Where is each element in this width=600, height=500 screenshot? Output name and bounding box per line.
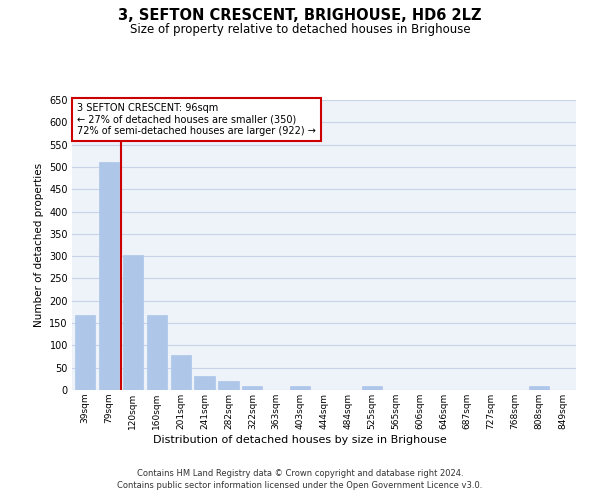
Bar bbox=[123, 256, 143, 390]
Bar bbox=[75, 315, 95, 390]
Bar bbox=[362, 386, 382, 390]
Bar bbox=[218, 381, 239, 390]
Text: 3, SEFTON CRESCENT, BRIGHOUSE, HD6 2LZ: 3, SEFTON CRESCENT, BRIGHOUSE, HD6 2LZ bbox=[118, 8, 482, 22]
Text: Distribution of detached houses by size in Brighouse: Distribution of detached houses by size … bbox=[153, 435, 447, 445]
Y-axis label: Number of detached properties: Number of detached properties bbox=[34, 163, 44, 327]
Text: 3 SEFTON CRESCENT: 96sqm
← 27% of detached houses are smaller (350)
72% of semi-: 3 SEFTON CRESCENT: 96sqm ← 27% of detach… bbox=[77, 103, 316, 136]
Bar bbox=[170, 355, 191, 390]
Bar bbox=[242, 386, 262, 390]
Bar bbox=[194, 376, 215, 390]
Text: Contains public sector information licensed under the Open Government Licence v3: Contains public sector information licen… bbox=[118, 481, 482, 490]
Text: Contains HM Land Registry data © Crown copyright and database right 2024.: Contains HM Land Registry data © Crown c… bbox=[137, 468, 463, 477]
Bar bbox=[529, 386, 549, 390]
Bar bbox=[99, 162, 119, 390]
Bar bbox=[290, 386, 310, 390]
Text: Size of property relative to detached houses in Brighouse: Size of property relative to detached ho… bbox=[130, 22, 470, 36]
Bar bbox=[146, 315, 167, 390]
